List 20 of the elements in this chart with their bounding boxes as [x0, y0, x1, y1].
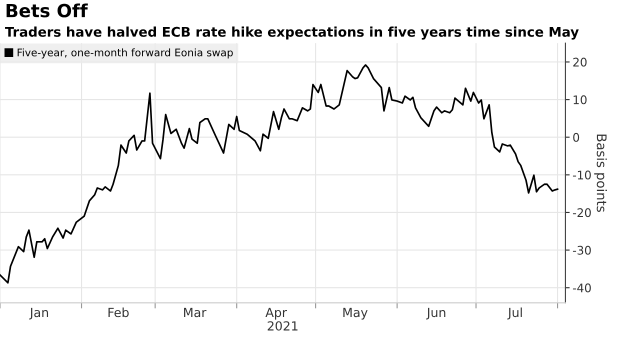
legend-label: Five-year, one-month forward Eonia swap	[18, 48, 233, 58]
y-tick-label: 20	[573, 58, 587, 67]
y-tick-label: -10	[572, 170, 591, 180]
y-tick-label: -20	[572, 208, 591, 218]
y-tick-label: -30	[572, 246, 591, 255]
line-series	[0, 64, 558, 284]
y-tick-label: 10	[574, 95, 587, 104]
x-tick-label: May	[343, 308, 368, 320]
x-axis-title: 2021	[268, 321, 298, 331]
chart-subtitle: Traders have halved ECB rate hike expectations in five years time since May	[5, 26, 579, 40]
y-tick-label: 0	[573, 132, 580, 142]
y-axis-title: Basis points	[594, 134, 607, 212]
x-tick-label: Mar	[184, 308, 206, 318]
x-tick-label: Apr	[265, 308, 287, 320]
x-tick-label: Jul	[507, 307, 522, 320]
x-tick-label: Jun	[426, 308, 446, 320]
chart-title: Bets Off	[6, 3, 88, 18]
y-tick-label: -40	[572, 283, 591, 292]
x-tick-label: Jan	[29, 308, 48, 320]
x-tick-label: Feb	[108, 307, 129, 318]
